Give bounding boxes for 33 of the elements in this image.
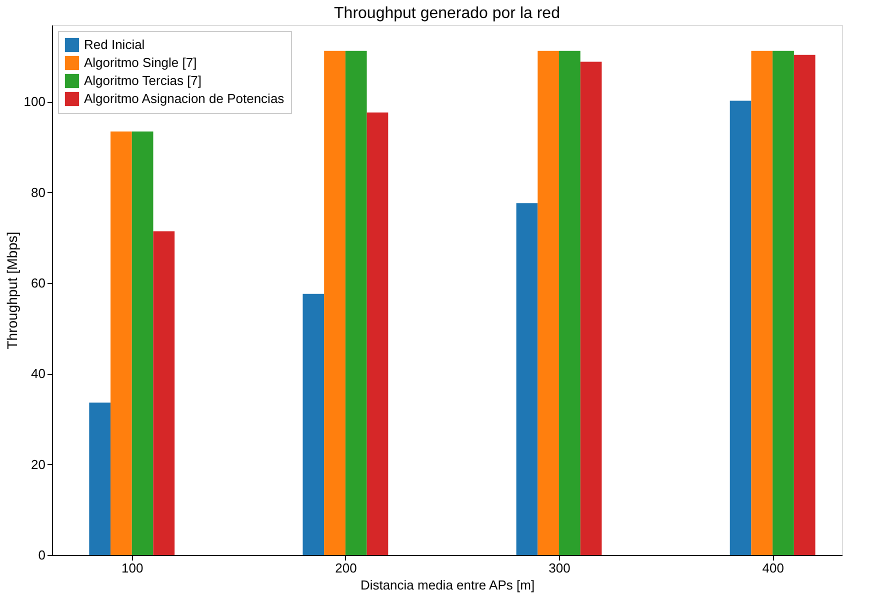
legend-label: Algoritmo Tercias [7] bbox=[84, 73, 202, 88]
legend-label: Red Inicial bbox=[84, 37, 145, 52]
x-tick-label: 200 bbox=[335, 560, 357, 576]
bar bbox=[110, 132, 132, 555]
bar bbox=[366, 112, 388, 555]
y-tick-label: 100 bbox=[24, 94, 46, 110]
y-axis-title: Throughput [Mbps] bbox=[4, 232, 20, 350]
bar bbox=[538, 50, 560, 555]
x-tick-label: 100 bbox=[122, 560, 144, 576]
bar bbox=[794, 54, 816, 555]
legend-label: Algoritmo Single [7] bbox=[84, 55, 197, 70]
y-tick-label: 40 bbox=[31, 366, 46, 382]
x-tick-label: 400 bbox=[762, 560, 784, 576]
bar bbox=[559, 50, 580, 555]
bar bbox=[89, 402, 111, 555]
bar bbox=[580, 62, 602, 555]
x-tick-label: 300 bbox=[548, 560, 570, 576]
chart-title: Throughput generado por la red bbox=[334, 5, 560, 22]
y-tick-label: 60 bbox=[31, 275, 46, 290]
y-tick-label: 0 bbox=[38, 548, 46, 562]
bar bbox=[132, 132, 154, 555]
y-tick-label: 80 bbox=[31, 184, 46, 200]
bar bbox=[324, 50, 346, 555]
y-tick-label: 20 bbox=[31, 456, 46, 472]
bar bbox=[730, 100, 752, 555]
bar bbox=[153, 231, 175, 555]
bar bbox=[751, 50, 773, 555]
bar bbox=[345, 50, 367, 555]
x-axis-title: Distancia media entre APs [m] bbox=[360, 578, 535, 592]
bar bbox=[772, 50, 794, 555]
bar bbox=[302, 294, 324, 555]
bar bbox=[516, 203, 538, 555]
legend-label: Algoritmo Asignacion de Potencias bbox=[84, 91, 285, 106]
